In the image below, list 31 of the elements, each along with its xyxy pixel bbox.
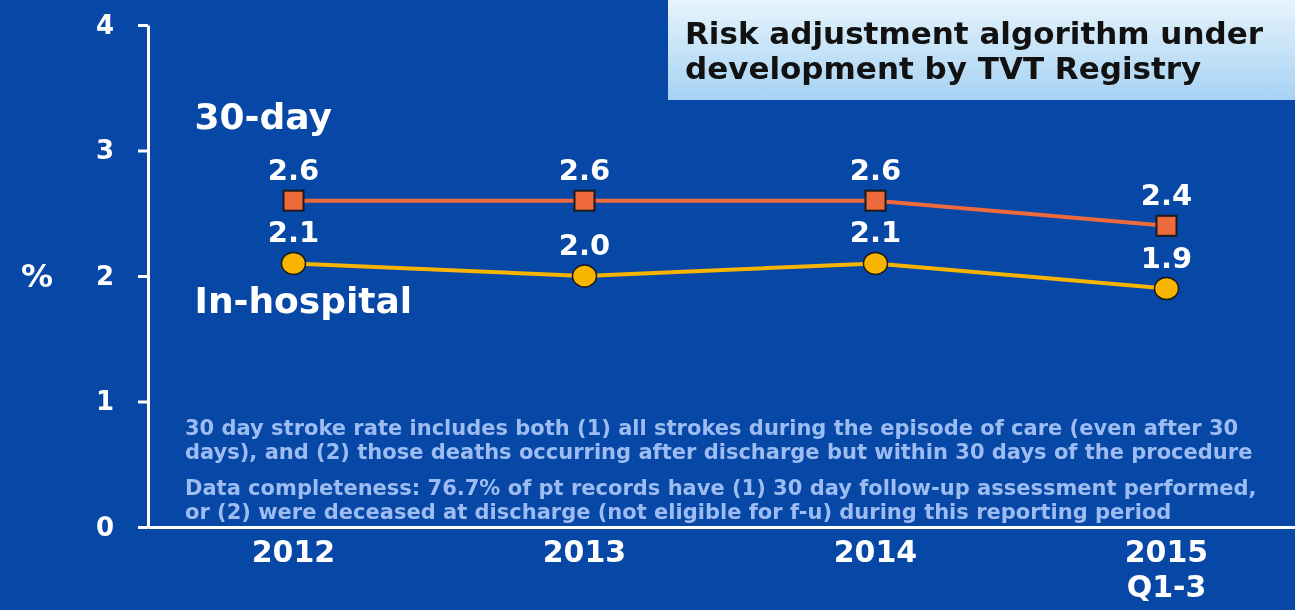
- data-label: 2.6: [849, 152, 902, 187]
- data-label: 2.0: [558, 228, 611, 262]
- y-tick-label: 0: [95, 511, 114, 542]
- y-axis-title: %: [20, 257, 54, 295]
- data-label: 2.6: [558, 152, 611, 187]
- y-tick-label: 4: [95, 9, 114, 40]
- x-tick-label: 2012: [251, 534, 336, 570]
- series-label: In-hospital: [194, 280, 413, 322]
- series-label: 30-day: [194, 95, 332, 137]
- data-label: 2.6: [267, 152, 320, 187]
- annotation: Data completeness: 76.7% of pt records have (1) 30 day follow-up assessment performed, or (2) were deceased at discharge (not eligible for f-u) during this reporting period: [185, 476, 1257, 524]
- point: [573, 189, 596, 212]
- data-label: 2.1: [267, 215, 320, 250]
- point: [1155, 214, 1178, 237]
- chart-title: Risk adjustment algorithm under development by TVT Registry: [685, 15, 1264, 86]
- point: [571, 264, 598, 288]
- point: [282, 189, 305, 212]
- annotation: 30 day stroke rate includes both (1) all strokes during the episode of care (even after 30 days), and (2) those deaths occurring after discharge but within 30 days of the procedure: [185, 416, 1253, 464]
- point: [1153, 276, 1180, 301]
- data-label: 2.1: [849, 215, 902, 250]
- y-tick-label: 2: [95, 260, 114, 291]
- data-label: 2.4: [1140, 177, 1193, 212]
- x-tick-label: 2013: [542, 534, 627, 570]
- x-tick-label: 2014: [833, 534, 918, 570]
- point: [864, 189, 887, 212]
- point: [862, 251, 889, 276]
- y-tick-label: 3: [95, 135, 114, 166]
- y-tick-label: 1: [95, 386, 114, 417]
- x-tick-label: 2015 Q1-3: [1124, 534, 1209, 604]
- point: [280, 251, 307, 276]
- data-label: 1.9: [1140, 240, 1193, 275]
